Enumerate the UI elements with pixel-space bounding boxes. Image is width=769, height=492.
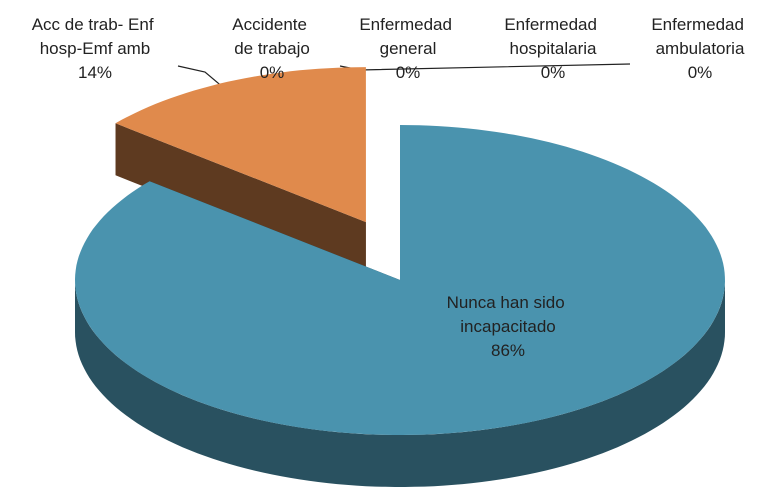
data-label-value: 86% — [491, 341, 525, 360]
label-line: Enfermedad — [651, 15, 748, 34]
label-line: Nunca han sido — [447, 293, 570, 312]
data-label-value: 0% — [396, 63, 421, 82]
label-line: de trabajo — [234, 39, 310, 58]
data-label-name: Enfermedad hospitalaria — [504, 15, 601, 58]
slice — [115, 67, 366, 223]
label-line: hospitalaria — [510, 39, 597, 58]
slice-wall — [75, 280, 725, 487]
label-line: Acc de trab- Enf — [32, 15, 159, 34]
data-label-name: Accidente de trabajo — [232, 15, 311, 58]
label-line: incapacitado — [460, 317, 555, 336]
data-label-name: Acc de trab- Enf hosp-Emf amb — [32, 15, 159, 58]
label-line: Enfermedad — [504, 15, 601, 34]
slice — [75, 125, 725, 435]
label-line: Accidente — [232, 15, 311, 34]
data-label-name: Enfermedad general — [359, 15, 456, 58]
leader-line — [339, 63, 631, 71]
data-label-value: 0% — [541, 63, 566, 82]
label-line: general — [380, 39, 437, 58]
data-label-value: 14% — [78, 63, 112, 82]
slice-side — [115, 123, 366, 275]
data-label-value: 0% — [260, 63, 285, 82]
label-line: ambulatoria — [656, 39, 745, 58]
data-label-name: Enfermedad ambulatoria — [651, 15, 748, 58]
pie — [75, 67, 725, 487]
label-line: hosp-Emf amb — [40, 39, 151, 58]
data-label-value: 0% — [688, 63, 713, 82]
label-line: Enfermedad — [359, 15, 456, 34]
data-label-name: Nunca han sido incapacitado — [447, 293, 570, 336]
